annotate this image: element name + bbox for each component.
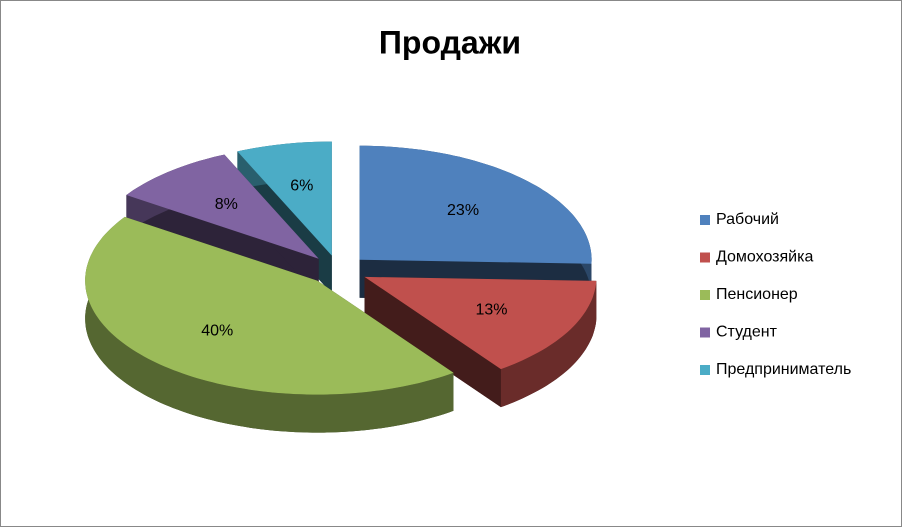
data-label: 8% — [215, 196, 238, 213]
slice — [126, 154, 319, 259]
legend-label: Пенсионер — [716, 286, 798, 303]
slice — [364, 276, 597, 370]
legend-swatch — [700, 290, 710, 300]
legend-swatch — [700, 327, 710, 338]
slice-wall — [500, 280, 597, 408]
data-label: 13% — [475, 301, 507, 318]
legend-label: Рабочий — [716, 211, 779, 228]
data-label: 23% — [447, 202, 479, 219]
legend-swatch — [700, 365, 710, 375]
chart-title: Продажи — [379, 24, 521, 60]
slice — [359, 145, 592, 264]
legend-swatch — [700, 252, 710, 263]
data-label: 6% — [290, 178, 313, 195]
data-label: 40% — [201, 323, 233, 340]
legend-swatch — [700, 215, 710, 225]
legend-label: Студент — [716, 324, 778, 341]
slice — [85, 216, 454, 395]
legend-label: Домохозяйка — [716, 249, 813, 266]
slice-side — [364, 276, 501, 408]
slice-wall — [85, 216, 454, 433]
legend-label: Предприниматель — [716, 361, 851, 378]
slice — [237, 141, 332, 256]
